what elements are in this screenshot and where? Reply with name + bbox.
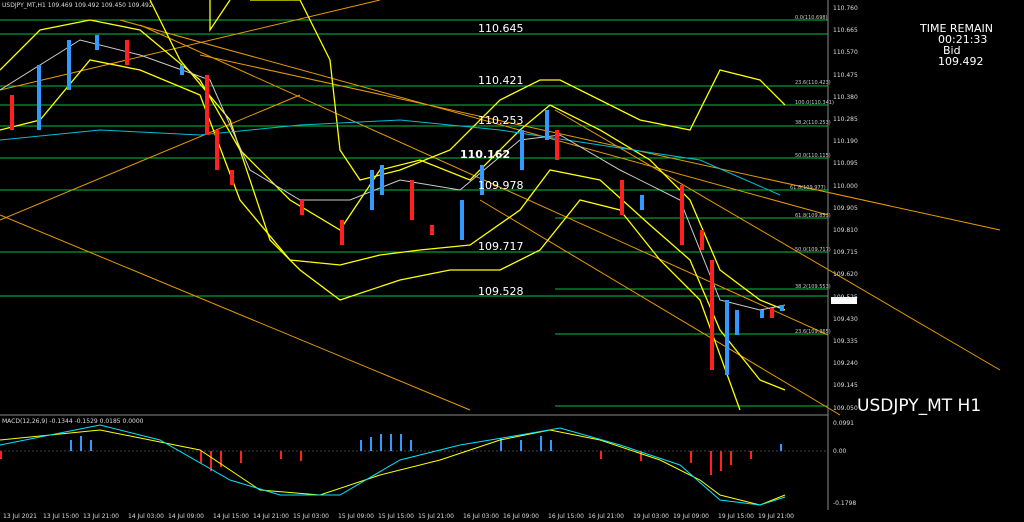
level-label: 110.645: [478, 22, 524, 35]
level-label: 110.162: [460, 148, 511, 161]
time-label: 16 Jul 09:00: [503, 513, 539, 520]
ma-line: [0, 119, 781, 196]
fib-label: 50.0(110.115): [795, 153, 831, 159]
time-label: 14 Jul 15:00: [213, 513, 249, 520]
macd-label: MACD(12,26,9) -0.1344 -0.1529 0.0185 0.0…: [2, 418, 144, 425]
symbol-info: USDJPY_MT,H1 109.469 109.492 109.450 109…: [2, 2, 153, 9]
price-label: 109.810: [833, 227, 858, 234]
time-label: 14 Jul 09:00: [168, 513, 204, 520]
candles: [10, 35, 784, 375]
price-label: 110.285: [833, 116, 858, 123]
price-label: 109.240: [833, 360, 858, 368]
level-label: 110.421: [478, 74, 524, 87]
price-label: 109.525: [833, 293, 858, 301]
time-value: 00:21:33: [938, 33, 988, 46]
time-label: 13 Jul 15:00: [43, 513, 79, 520]
time-label: 16 Jul 21:00: [588, 513, 624, 520]
price-label: 110.665: [833, 27, 858, 35]
time-label: 13 Jul 21:00: [83, 513, 119, 520]
price-label: 110.000: [833, 182, 858, 190]
bid-marker: [831, 297, 857, 304]
bid-label: Bid: [943, 44, 961, 57]
time-label: 19 Jul 21:00: [758, 513, 794, 520]
level-label: 110.253: [478, 114, 524, 127]
price-label: 110.095: [833, 160, 858, 168]
price-label: 109.430: [833, 315, 858, 323]
level-label: 109.978: [478, 179, 524, 192]
price-label: 109.905: [833, 204, 858, 212]
price-label: 109.620: [833, 271, 858, 279]
fib-label: 50.0(109.717): [795, 247, 831, 253]
price-label: 110.190: [833, 138, 858, 146]
time-label: 15 Jul 15:00: [378, 513, 414, 520]
time-label: 15 Jul 09:00: [338, 513, 374, 520]
time-label: 16 Jul 03:00: [463, 513, 499, 520]
time-label: 14 Jul 21:00: [253, 513, 289, 520]
price-label: 109.145: [833, 382, 858, 390]
fib-label: 61.8(109.853): [795, 213, 831, 219]
time-label: TIME REMAIN: [920, 22, 993, 35]
time-label: 19 Jul 15:00: [718, 513, 754, 520]
price-label: 110.380: [833, 93, 858, 101]
fib-label: 38.2(110.253): [795, 120, 831, 126]
time-label: 19 Jul 03:00: [633, 513, 669, 520]
price-label: 109.335: [833, 338, 858, 345]
macd-signal: [0, 429, 786, 506]
levels: [0, 19, 828, 407]
watermark: USDJPY_MT H1: [857, 396, 982, 416]
price-label: 110.760: [833, 5, 858, 12]
price-label: 109.715: [833, 249, 858, 257]
fib-label: 38.2(109.553): [795, 284, 831, 290]
fib-label: 0.0(110.698): [795, 15, 828, 21]
fib-label: 23.6(109.365): [795, 329, 831, 335]
fib-label: 61.8(109.977): [790, 185, 826, 191]
price-label: 110.475: [833, 71, 858, 79]
price-label: 110.570: [833, 49, 858, 57]
fib-label: 100.0(110.341): [795, 100, 834, 106]
time-label: 13 Jul 2021: [3, 513, 37, 520]
macd-axis-label: 0.00: [833, 448, 847, 455]
ma-fast: [0, 39, 786, 311]
bid-value: 109.492: [938, 55, 984, 68]
macd-line: [0, 424, 786, 506]
macd-axis-label: 0.0991: [833, 420, 854, 427]
level-label: 109.717: [478, 240, 524, 253]
macd-hist: [0, 434, 782, 475]
level-label: 109.528: [478, 285, 524, 298]
bollinger-bands: [0, 0, 786, 411]
time-label: 15 Jul 03:00: [293, 513, 329, 520]
macd-axis-label: -0.1798: [833, 500, 857, 507]
price-label: 109.050: [833, 404, 858, 412]
time-label: 15 Jul 21:00: [418, 513, 454, 520]
fib-label: 23.6(110.423): [795, 80, 831, 86]
time-label: 16 Jul 15:00: [548, 513, 584, 520]
time-label: 14 Jul 03:00: [128, 513, 164, 520]
time-label: 19 Jul 09:00: [673, 513, 709, 520]
